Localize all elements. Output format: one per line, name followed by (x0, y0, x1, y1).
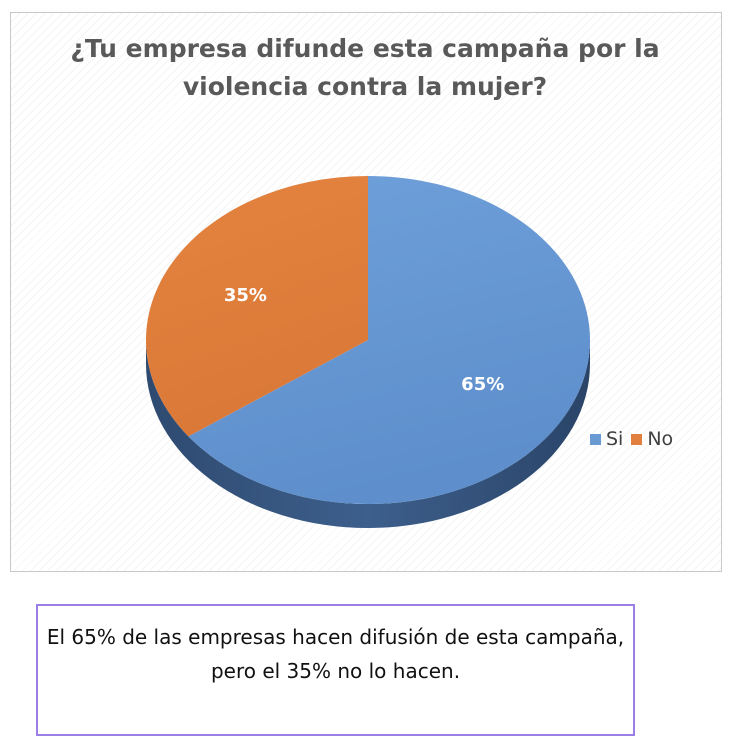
pie-slice-no (146, 176, 368, 437)
legend-label-no: No (647, 428, 674, 450)
legend-label-si: Si (606, 428, 624, 450)
legend-item-si: Si (590, 428, 623, 450)
data-label-no: 35% (224, 285, 267, 306)
legend: Si No (590, 428, 681, 450)
data-label-si: 65% (461, 374, 504, 395)
caption-box: El 65% de las empresas hacen difusión de… (36, 604, 635, 736)
legend-swatch-no (631, 433, 643, 445)
caption-text: El 65% de las empresas hacen difusión de… (46, 625, 625, 683)
legend-swatch-si (590, 433, 601, 445)
chart-title: ¿Tu empresa difunde esta campaña por la … (70, 34, 660, 101)
pie-chart: 65% 35% (146, 176, 590, 528)
legend-item-no: No (631, 428, 673, 450)
pie-slice-si (188, 176, 590, 505)
